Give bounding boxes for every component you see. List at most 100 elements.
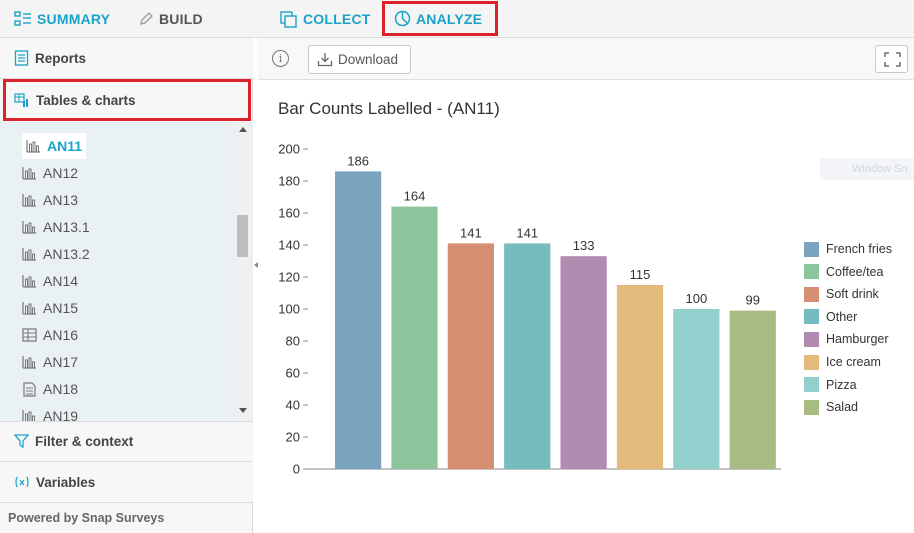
download-button[interactable]: Download [308, 45, 411, 74]
bar-value-label: 141 [516, 225, 538, 240]
tree-item-label: AN15 [43, 300, 79, 316]
bar-other[interactable] [504, 243, 551, 469]
bar-coffee-tea[interactable] [391, 206, 438, 469]
y-tick-label: 100 [278, 302, 300, 317]
info-icon[interactable]: i [272, 50, 289, 67]
sidebar-section-variables[interactable]: Variables [0, 462, 253, 503]
bar-chart-icon [22, 220, 43, 234]
legend-swatch [804, 377, 819, 393]
bar-chart-icon [22, 301, 43, 315]
sidebar-section-reports[interactable]: Reports [0, 38, 253, 79]
bar-chart-icon [22, 166, 43, 180]
legend-swatch [804, 399, 819, 415]
legend-item-soft-drink[interactable]: Soft drink [804, 286, 879, 302]
scroll-thumb[interactable] [237, 215, 248, 257]
y-tick-label: 40 [286, 398, 300, 413]
bar-chart: 0 20 40 60 80 100 120 140 160 180 200 186 164 141 141 1… [278, 142, 781, 477]
y-tick-label: 180 [278, 174, 300, 189]
legend-item-hamburger[interactable]: Hamburger [804, 331, 889, 347]
y-tick-label: 20 [286, 430, 300, 445]
chart-title: Bar Counts Labelled - (AN11) [278, 99, 500, 118]
tree-item-an14[interactable]: AN14 [22, 268, 78, 294]
tree-item-an17[interactable]: AN17 [22, 349, 78, 375]
bar-value-label: 115 [630, 267, 651, 282]
legend-swatch [804, 331, 819, 347]
tables-charts-label: Tables & charts [36, 92, 136, 108]
bar-chart-icon [22, 247, 43, 261]
tree-item-an13[interactable]: AN13 [22, 187, 78, 213]
bar-soft-drink[interactable] [447, 243, 494, 469]
bar-chart-icon [22, 355, 43, 369]
tree-item-an19[interactable]: AN19 [22, 403, 78, 422]
y-tick-label: 60 [286, 366, 300, 381]
tree-item-label: AN12 [43, 165, 79, 181]
legend-item-coffee-tea[interactable]: Coffee/tea [804, 264, 883, 280]
bar-value-label: 100 [686, 291, 708, 306]
tree-item-an12[interactable]: AN12 [22, 160, 78, 186]
bar-ice-cream[interactable] [616, 285, 664, 469]
powered-by-text: Powered by Snap Surveys [8, 511, 165, 525]
legend-item-pizza[interactable]: Pizza [804, 377, 857, 393]
legend-label: Other [826, 309, 858, 324]
legend-item-ice-cream[interactable]: Ice cream [804, 354, 881, 370]
tree-item-label: AN19 [43, 408, 79, 422]
tree-item-an18[interactable]: AN18 [22, 376, 78, 402]
tree-item-label: AN13.1 [43, 219, 90, 235]
legend-item-french-fries[interactable]: French fries [804, 241, 892, 257]
bar-value-label: 133 [573, 238, 595, 253]
bar-value-label: 186 [347, 153, 369, 168]
sidebar-section-tables-charts[interactable]: Tables & charts [3, 79, 251, 121]
tree-item-an11[interactable]: AN11 [22, 133, 87, 159]
legend-swatch [804, 286, 819, 302]
tree-item-an13-1[interactable]: AN13.1 [22, 214, 90, 240]
download-icon [317, 53, 333, 67]
tab-analyze[interactable]: ANALYZE [382, 1, 498, 36]
y-tick-label: 120 [278, 270, 300, 285]
fullscreen-button[interactable] [875, 45, 908, 73]
tree-item-label: AN14 [43, 273, 79, 289]
tree-scrollbar[interactable] [235, 122, 251, 422]
legend-item-other[interactable]: Other [804, 309, 857, 325]
bar-value-label: 141 [460, 225, 482, 240]
bar-pizza[interactable] [673, 309, 720, 469]
tree-item-label: AN17 [43, 354, 79, 370]
scroll-down-arrow-icon[interactable] [239, 408, 247, 413]
legend-swatch [804, 309, 819, 325]
collect-icon [280, 10, 297, 28]
bar-salad[interactable] [729, 310, 776, 469]
y-tick-label: 0 [293, 462, 300, 477]
sidebar-collapse-arrow-icon[interactable] [254, 262, 258, 268]
tab-build[interactable]: BUILD [138, 0, 203, 38]
legend-item-salad[interactable]: Salad [804, 399, 858, 415]
tree-item-partial[interactable] [22, 122, 43, 128]
sidebar-section-filter-context[interactable]: Filter & context [0, 421, 253, 462]
tab-analyze-label: ANALYZE [416, 10, 483, 27]
filter-icon [14, 434, 29, 449]
legend-label: French fries [826, 242, 892, 256]
y-tick-label: 140 [278, 238, 300, 253]
legend-label: Salad [826, 400, 858, 415]
tree-item-an15[interactable]: AN15 [22, 295, 78, 321]
tab-collect[interactable]: COLLECT [280, 0, 371, 38]
tree-item-an16[interactable]: AN16 [22, 322, 78, 348]
tab-collect-label: COLLECT [303, 11, 371, 27]
legend-swatch [804, 264, 819, 280]
y-tick-label: 80 [286, 334, 300, 349]
legend-swatch [804, 354, 819, 370]
bar-chart-icon [26, 139, 47, 153]
bar-french-fries[interactable] [335, 171, 382, 469]
tab-summary-label: SUMMARY [37, 11, 111, 27]
watermark-text: Window Sn [820, 158, 914, 180]
scroll-up-arrow-icon[interactable] [239, 127, 247, 132]
legend-label: Coffee/tea [826, 264, 884, 279]
tab-summary[interactable]: SUMMARY [14, 0, 110, 38]
bar-chart-icon [22, 193, 43, 207]
document-icon [22, 381, 43, 397]
reports-icon [14, 50, 29, 66]
legend-label: Pizza [826, 377, 857, 392]
y-tick-label: 160 [278, 206, 300, 221]
bar-hamburger[interactable] [560, 256, 607, 469]
tree-item-an13-2[interactable]: AN13.2 [22, 241, 90, 267]
tables-charts-icon [14, 92, 28, 107]
fullscreen-icon [884, 52, 901, 67]
